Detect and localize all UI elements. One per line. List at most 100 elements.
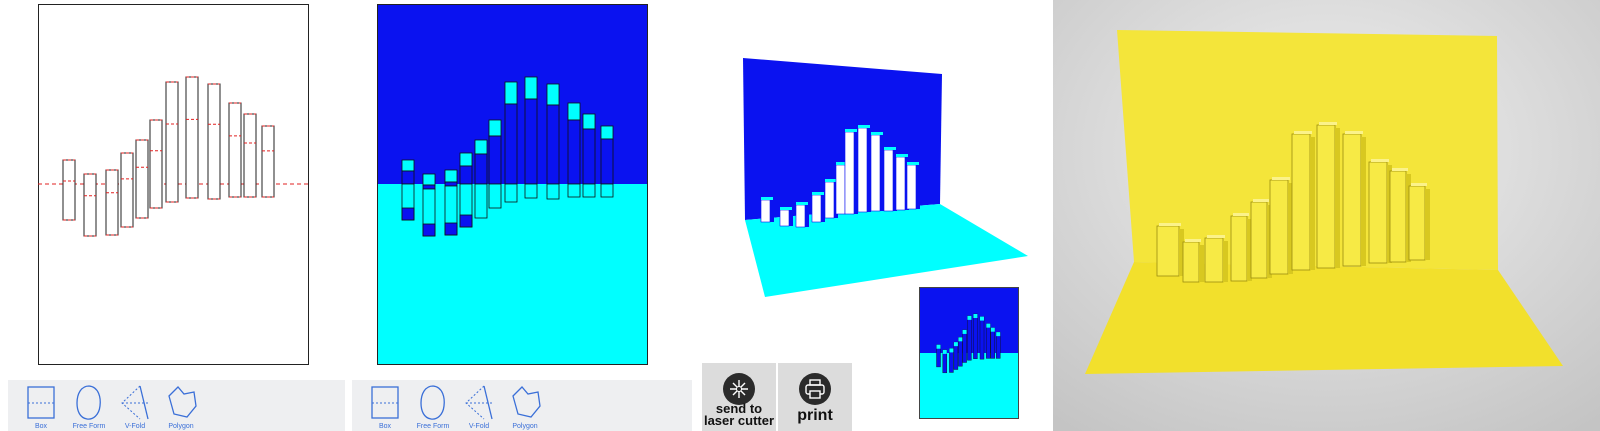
thumbnail-bar (958, 337, 963, 367)
paper-bar-side (1425, 189, 1430, 260)
bar-3d-top (907, 162, 919, 165)
paper-bars (1156, 122, 1430, 283)
thumbnail-bar-top (942, 349, 947, 354)
bar-base-face (567, 183, 581, 198)
bar-3d-top (836, 162, 848, 165)
bar-top-face (474, 139, 488, 155)
printer-icon (799, 373, 831, 405)
bar-top-face (444, 169, 458, 183)
thumbnail-bar-top (980, 316, 984, 321)
v-fold-tool-2[interactable]: V-Fold (458, 384, 500, 431)
bar-top-face (524, 76, 538, 100)
bar-3d-top (845, 129, 857, 132)
free-form-tool-2[interactable]: Free Form (412, 384, 454, 431)
paper-bar-front (1342, 133, 1362, 267)
box-tool-2[interactable]: Box (364, 384, 406, 431)
send-to-laser-cutter-button[interactable]: send to laser cutter (702, 363, 776, 431)
bar-shadow-face (459, 214, 473, 228)
free-form-tool[interactable]: Free Form (68, 384, 110, 431)
laser-label-line2: laser cutter (703, 413, 775, 428)
paper-bar-top (1233, 213, 1249, 216)
paper-bar-side (1247, 219, 1252, 281)
polygon-tool-icon (512, 386, 541, 418)
paper-bar-front (1230, 215, 1248, 282)
thumbnail-bar-top (967, 315, 972, 320)
v-fold-tool[interactable]: V-Fold (114, 384, 156, 431)
bar-top-face (600, 125, 614, 140)
polygon-tool[interactable]: Polygon (160, 384, 202, 431)
paper-bar-top (1159, 223, 1181, 226)
bar-3d-top (825, 179, 837, 182)
box-tool-icon (27, 386, 55, 419)
thumbnail-bar (986, 323, 991, 359)
pattern-sheet[interactable] (38, 4, 309, 365)
3d-preview-panel: send to laser cutter print (695, 0, 1052, 431)
laser-label-line1: send to (715, 401, 763, 416)
card-thumbnail[interactable] (919, 287, 1019, 419)
paper-bar-front (1269, 179, 1289, 275)
bar-3d-top (780, 207, 792, 210)
paper-bar-top (1253, 199, 1269, 202)
bar-3d-front (844, 131, 855, 215)
colored-sheet[interactable] (377, 4, 648, 365)
bar-top-face (582, 113, 596, 130)
bar-3d-top (858, 125, 870, 128)
bar-3d-top (896, 154, 908, 157)
thumbnail-bars (936, 313, 1001, 374)
thumbnail-bar (973, 313, 978, 359)
pattern-bar (207, 83, 221, 200)
paper-bar-front (1368, 161, 1388, 264)
paper-bar-front (1408, 185, 1426, 261)
bar-3d-front (857, 127, 868, 213)
paper-bar-top (1294, 131, 1312, 134)
bar-front-face (401, 170, 415, 185)
bar-3d-front (824, 181, 835, 219)
bar-3d-side (789, 212, 793, 226)
paper-bar-side (1335, 128, 1340, 268)
bar-3d-top (884, 147, 896, 150)
free-form-tool-label: Free Form (72, 423, 106, 430)
thumbnail-bar-top (936, 344, 941, 349)
polygon-tool-label: Polygon (512, 423, 538, 430)
paper-bar-front (1316, 124, 1336, 269)
bar-3d-top (871, 132, 883, 135)
bar-top-face (422, 173, 436, 186)
v-fold-tool-label: V-Fold (468, 423, 490, 430)
thumbnail-bar-top (962, 329, 967, 334)
box-tool[interactable]: Box (20, 384, 62, 431)
3d-model-view[interactable] (695, 0, 1052, 360)
polygon-tool-2[interactable]: Polygon (504, 384, 546, 431)
free-form-tool-label: Free Form (416, 423, 450, 430)
bar-3d-top (812, 192, 824, 195)
pattern-bars (38, 76, 309, 237)
bar-front-face (474, 153, 488, 185)
bar-shadow-face (401, 207, 415, 221)
bar-top-face (546, 83, 560, 106)
polygon-tool-label: Polygon (168, 423, 194, 430)
thumbnail-bar-top (973, 314, 978, 319)
tool-palette: Box Free Form V-Fold Polygon (8, 380, 345, 431)
colored-bars (401, 76, 614, 237)
3d-bars (760, 125, 920, 228)
print-button[interactable]: print (778, 363, 852, 431)
bar-front-face (582, 128, 596, 185)
thumbnail-bar-top (953, 342, 958, 347)
v-fold-tool-icon (121, 385, 149, 420)
pattern-bar (165, 81, 179, 203)
v-fold-tool-label: V-Fold (124, 423, 146, 430)
bar-base-face (488, 183, 502, 209)
thumbnail-bar (962, 329, 967, 363)
paper-bar-front (1182, 241, 1200, 283)
bar-3d-side (770, 202, 774, 222)
paper-bar-front (1291, 133, 1311, 271)
pop-up-card-photo (1053, 0, 1600, 431)
bar-3d-side (805, 207, 809, 227)
paper-bar-side (1267, 205, 1272, 278)
free-form-tool-icon (420, 385, 445, 420)
paper-bar-side (1361, 137, 1366, 266)
box-tool-label: Box (378, 423, 392, 430)
paper-bar-side (1387, 165, 1392, 263)
bar-3d-side (916, 167, 920, 209)
bar-3d-front (760, 199, 771, 223)
laser-icon (723, 373, 755, 405)
